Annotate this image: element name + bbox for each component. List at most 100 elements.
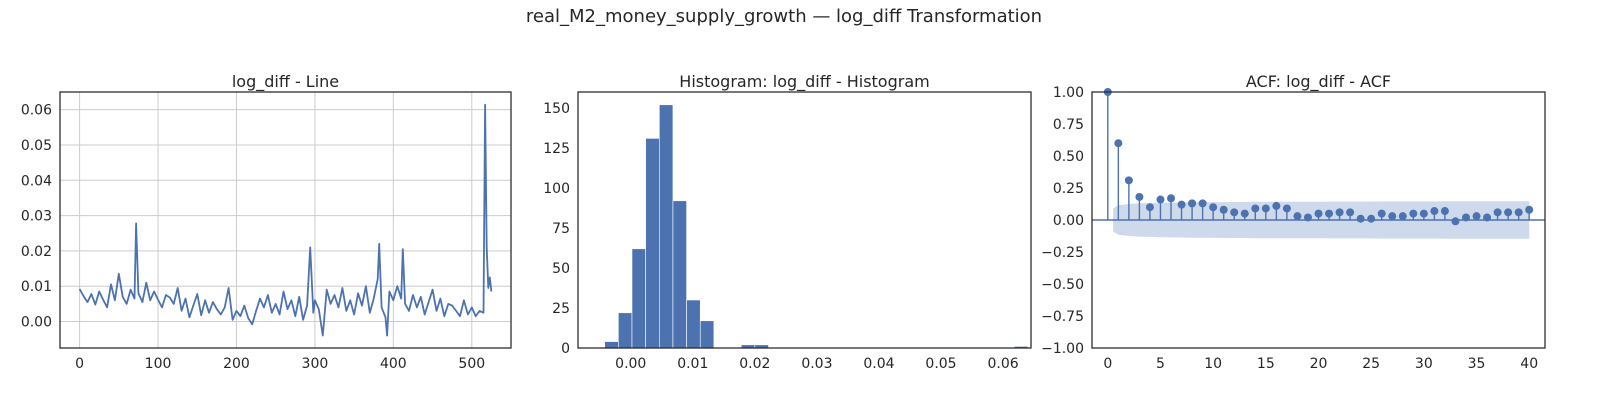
y-tick-label: 25 bbox=[552, 301, 570, 317]
y-tick-label: 150 bbox=[543, 101, 570, 117]
acf-point bbox=[1303, 213, 1312, 222]
histogram-bar bbox=[604, 341, 619, 349]
acf-point bbox=[1145, 203, 1154, 212]
x-tick-label: 0.02 bbox=[739, 356, 770, 372]
x-tick-label: 0.01 bbox=[677, 356, 708, 372]
acf-point bbox=[1398, 212, 1407, 221]
y-tick-label: 50 bbox=[552, 261, 570, 277]
acf-point bbox=[1251, 204, 1260, 213]
x-tick-label: 15 bbox=[1257, 356, 1275, 372]
histogram-bar bbox=[672, 200, 687, 349]
y-tick-label: −0.75 bbox=[1041, 309, 1084, 325]
x-tick-label: 0.05 bbox=[925, 356, 956, 372]
acf-point bbox=[1472, 212, 1481, 221]
acf-point bbox=[1167, 194, 1176, 203]
histogram-bar bbox=[631, 248, 646, 349]
x-tick-label: 300 bbox=[302, 356, 329, 372]
x-tick-label: 35 bbox=[1468, 356, 1486, 372]
histogram-panel: Histogram: log_diff - Histogram 0 25 50 75 1… bbox=[543, 72, 1032, 372]
acf-point bbox=[1135, 192, 1144, 201]
acf-point bbox=[1335, 208, 1344, 217]
x-tick-label: 25 bbox=[1362, 356, 1380, 372]
histogram-bar bbox=[658, 104, 674, 349]
acf-point bbox=[1314, 209, 1323, 218]
x-tick-label: 5 bbox=[1156, 356, 1165, 372]
x-tick-label: 500 bbox=[458, 356, 485, 372]
x-tick-label: 30 bbox=[1415, 356, 1433, 372]
acf-point bbox=[1198, 199, 1207, 208]
acf-point bbox=[1419, 209, 1428, 218]
acf-point bbox=[1261, 204, 1270, 213]
acf-point bbox=[1114, 139, 1123, 148]
acf-point bbox=[1493, 208, 1502, 217]
y-tick-label: −0.25 bbox=[1041, 245, 1084, 261]
acf-point bbox=[1177, 200, 1186, 209]
acf-point bbox=[1272, 201, 1281, 210]
y-tick-label: 0.03 bbox=[21, 209, 52, 225]
acf-point bbox=[1356, 214, 1365, 223]
y-tick-label: 0 bbox=[561, 341, 570, 357]
y-tick-label: 0.05 bbox=[21, 138, 52, 154]
series-line bbox=[78, 103, 493, 337]
y-tick-label: −1.00 bbox=[1041, 341, 1084, 357]
histogram-bar bbox=[645, 138, 660, 349]
acf-point bbox=[1293, 212, 1302, 221]
acf-point bbox=[1461, 213, 1470, 222]
acf-point bbox=[1483, 213, 1492, 222]
acf-point bbox=[1188, 199, 1197, 208]
y-tick-label: 100 bbox=[543, 181, 570, 197]
acf-point bbox=[1525, 205, 1534, 214]
y-tick-label: 0.25 bbox=[1053, 181, 1084, 197]
acf-point bbox=[1504, 208, 1513, 217]
x-tick-label: 20 bbox=[1310, 356, 1328, 372]
histogram-bar bbox=[618, 312, 633, 349]
acf-point bbox=[1451, 217, 1460, 226]
x-tick-label: 100 bbox=[145, 356, 172, 372]
y-tick-label: 0.02 bbox=[21, 244, 52, 260]
y-tick-label: 0.00 bbox=[21, 315, 52, 331]
line-chart-title: log_diff - Line bbox=[232, 72, 339, 92]
y-tick-label: 1.00 bbox=[1053, 85, 1084, 101]
x-tick-label: 10 bbox=[1204, 356, 1222, 372]
acf-point bbox=[1219, 205, 1228, 214]
axes-frame bbox=[577, 91, 1032, 349]
acf-point bbox=[1209, 203, 1218, 212]
acf-point bbox=[1240, 209, 1249, 218]
acf-point bbox=[1367, 214, 1376, 223]
acf-point bbox=[1156, 195, 1165, 204]
y-tick-label: 0.50 bbox=[1053, 149, 1084, 165]
x-tick-label: 0.00 bbox=[615, 356, 646, 372]
y-tick-label: 0.04 bbox=[21, 173, 52, 189]
acf-point bbox=[1514, 208, 1523, 217]
y-tick-label: 0.75 bbox=[1053, 117, 1084, 133]
histogram-bar bbox=[686, 299, 701, 349]
y-tick-label: 125 bbox=[543, 141, 570, 157]
acf-point bbox=[1124, 176, 1133, 185]
x-tick-label: 200 bbox=[223, 356, 250, 372]
axes-frame bbox=[59, 91, 512, 349]
acf-point bbox=[1430, 207, 1439, 216]
y-tick-label: −0.50 bbox=[1041, 277, 1084, 293]
x-tick-label: 40 bbox=[1520, 356, 1538, 372]
acf-point bbox=[1346, 208, 1355, 217]
x-tick-label: 0.06 bbox=[987, 356, 1018, 372]
y-tick-label: 0.06 bbox=[21, 103, 52, 119]
acf-point bbox=[1409, 209, 1418, 218]
x-tick-label: 0 bbox=[1103, 356, 1112, 372]
acf-point bbox=[1388, 212, 1397, 221]
acf-point bbox=[1230, 208, 1239, 217]
histogram-title: Histogram: log_diff - Histogram bbox=[679, 72, 929, 92]
acf-point bbox=[1440, 207, 1449, 216]
x-tick-label: 0 bbox=[75, 356, 84, 372]
y-tick-label: 75 bbox=[552, 221, 570, 237]
x-tick-label: 0.04 bbox=[863, 356, 894, 372]
acf-point bbox=[1377, 209, 1386, 218]
acf-title: ACF: log_diff - ACF bbox=[1246, 72, 1391, 92]
histogram-bar bbox=[699, 320, 715, 349]
acf-point bbox=[1325, 209, 1334, 218]
figure-suptitle: real_M2_money_supply_growth — log_diff T… bbox=[526, 6, 1042, 27]
line-chart-panel: log_diff - Line 0.00 0.01 0.02 0.03 0.04 0.05… bbox=[21, 72, 512, 372]
axes-frame bbox=[1091, 91, 1546, 349]
